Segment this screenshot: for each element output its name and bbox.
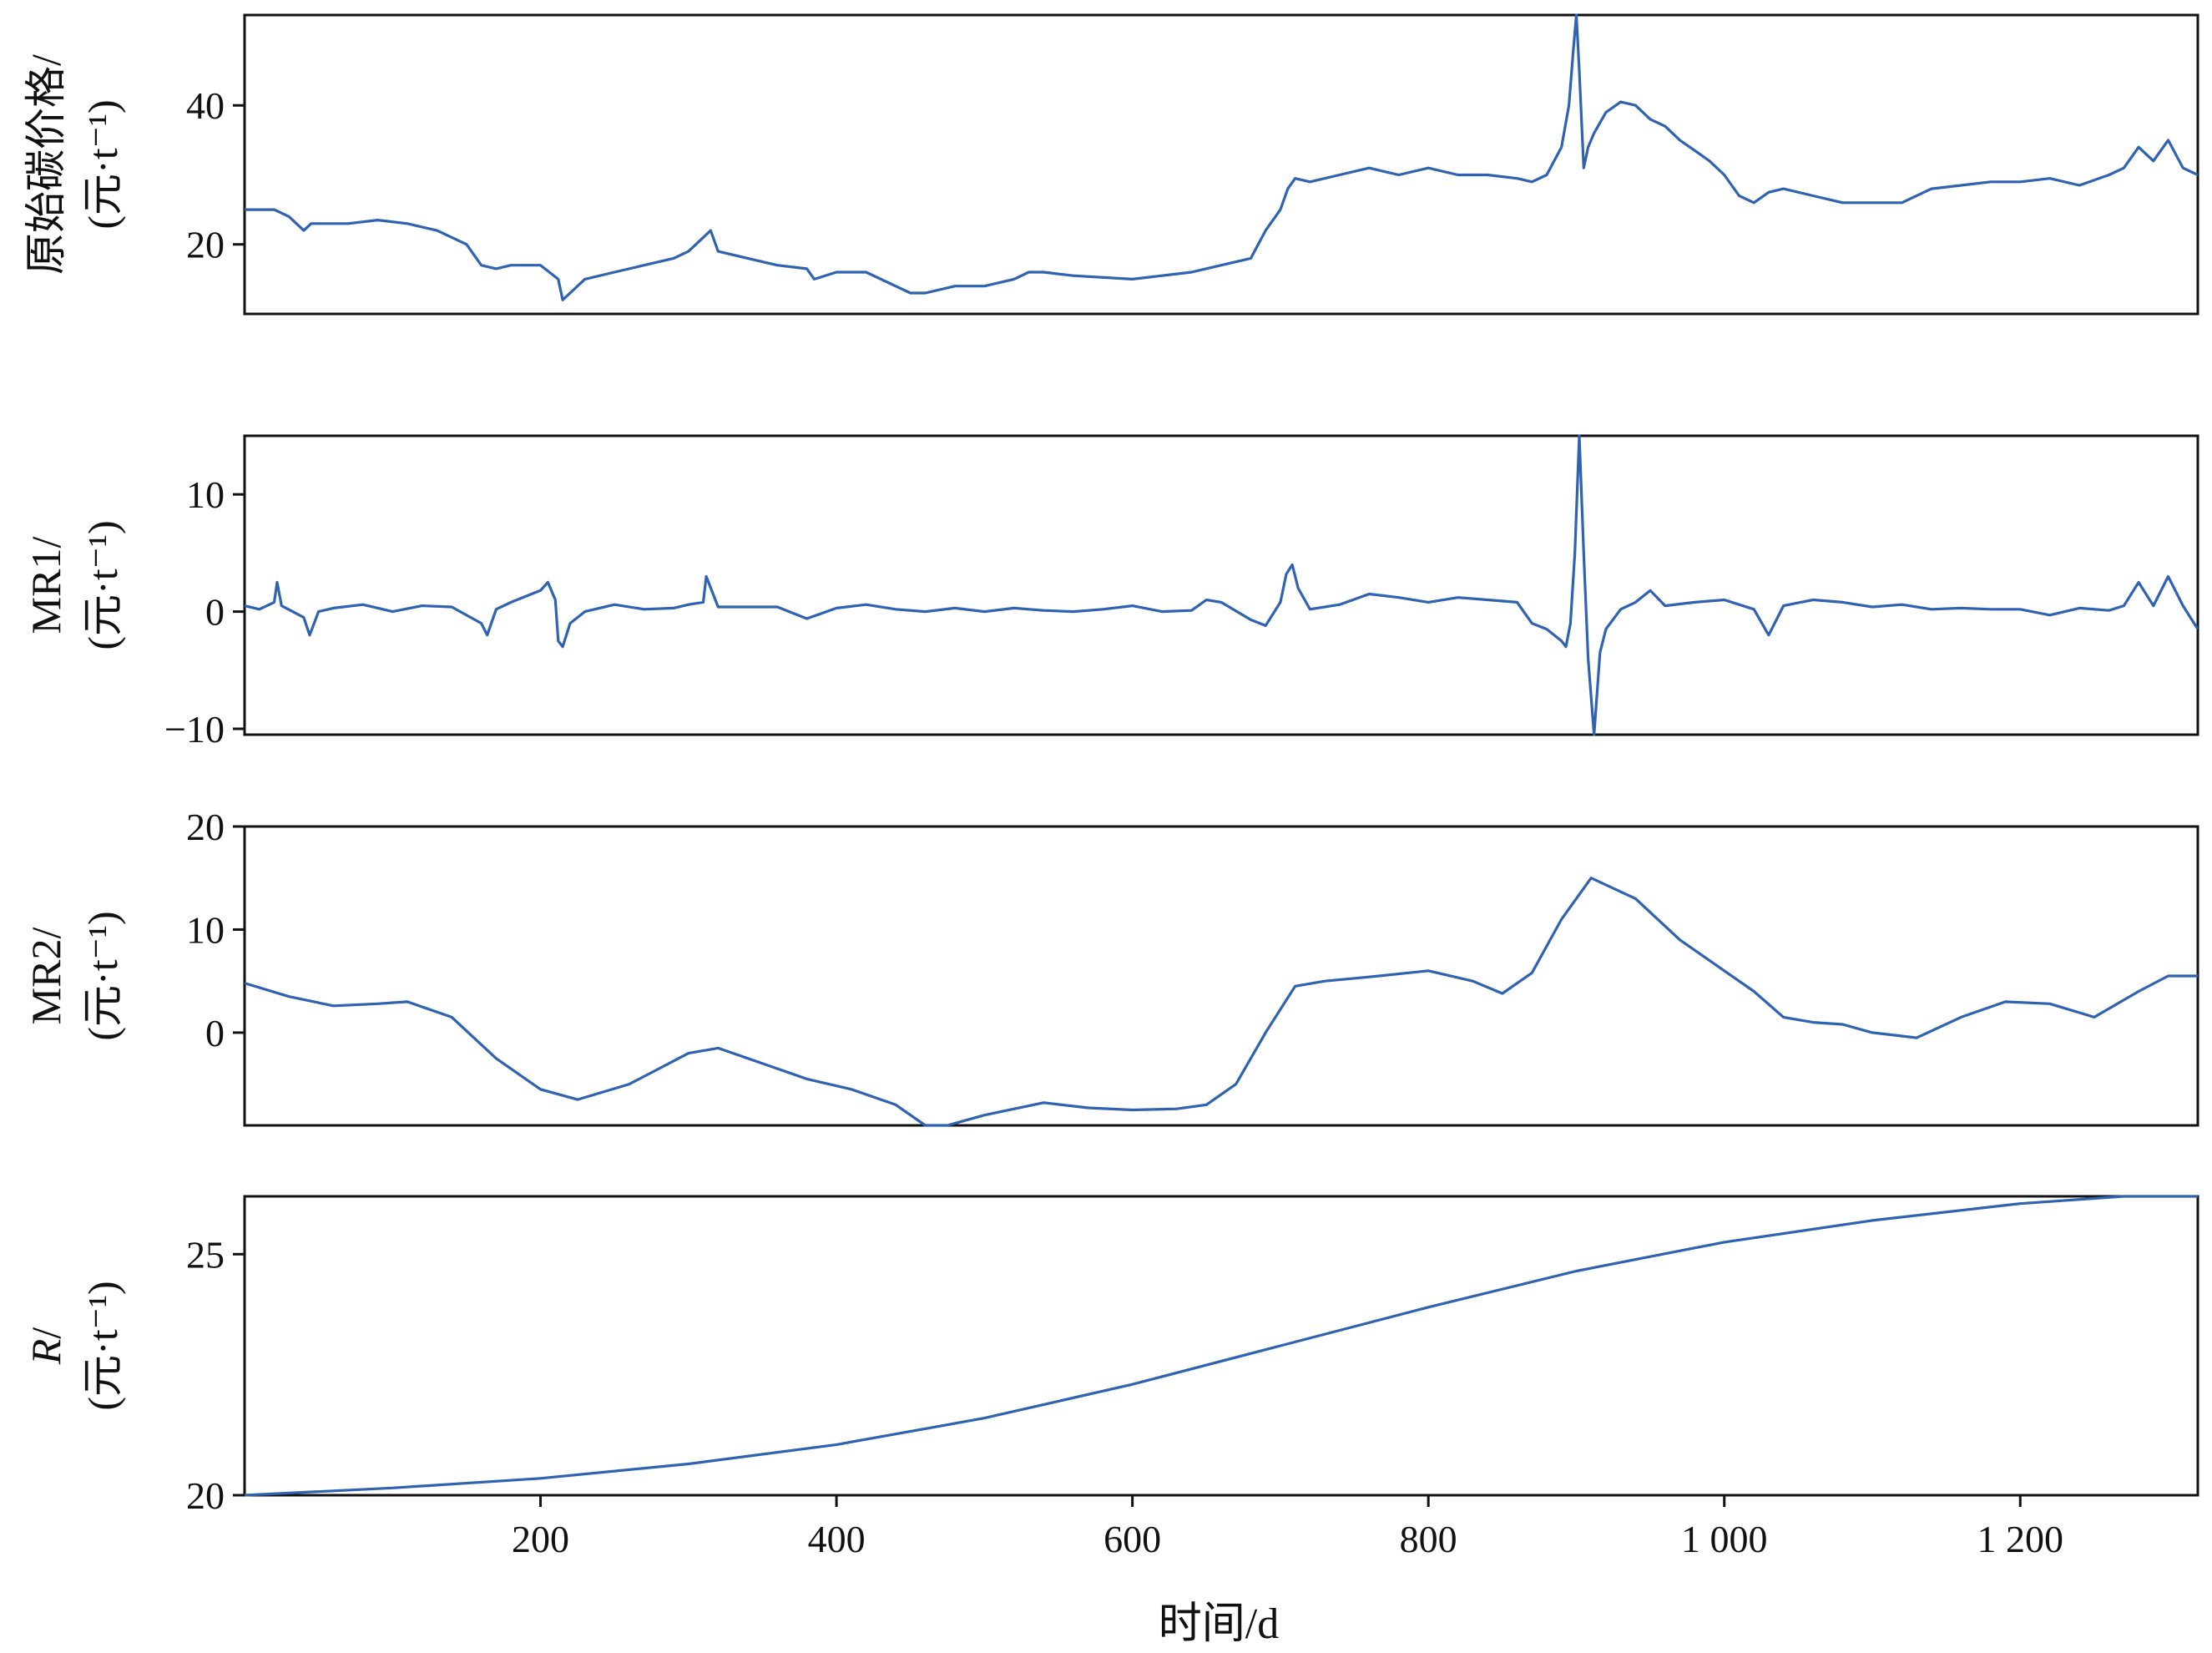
- chart-panels: 2040原始碳价格/(元·t⁻¹)−10010MR1/(元·t⁻¹)01020M…: [23, 13, 2199, 1560]
- panel-4: 20 25 R/ (元·t⁻¹) 200 400 600 800 1 000 1 200: [23, 1195, 2199, 1560]
- panel-frame: [243, 434, 2199, 736]
- x-axis-title: 时间/d: [1159, 1600, 1279, 1648]
- y-tick-label: 0: [205, 591, 225, 634]
- series-line: [245, 13, 2198, 301]
- panel-frame: [243, 13, 2199, 316]
- y-axis-title-line2: (元·t⁻¹): [79, 1281, 126, 1410]
- y-tick-label: 25: [186, 1233, 225, 1276]
- y-tick-label: 40: [186, 84, 225, 127]
- y-axis-title: R/ (元·t⁻¹): [23, 1281, 126, 1410]
- y-axis-title-line1: MR2/: [23, 928, 69, 1025]
- series-line: [245, 434, 2198, 736]
- panel-3: 0 10 20 MR2/(元·t⁻¹): [23, 806, 2199, 1127]
- y-axis-title-line1: MR1/: [23, 537, 69, 634]
- x-tick-label: 200: [512, 1518, 569, 1560]
- x-tick-label: 800: [1400, 1518, 1457, 1560]
- y-tick-label: 10: [186, 908, 225, 951]
- y-axis-title-line2: (元·t⁻¹): [79, 520, 126, 650]
- series-line: [245, 877, 2198, 1127]
- y-axis-title-line1: R/: [23, 1327, 69, 1366]
- panel-frame: [243, 1195, 2199, 1497]
- y-tick-label: 0: [205, 1012, 225, 1054]
- y-tick-label: −10: [164, 708, 225, 751]
- y-axis-title: MR1/(元·t⁻¹): [23, 520, 126, 650]
- y-axis-title-line2: (元·t⁻¹): [79, 99, 126, 229]
- x-tick-label: 400: [808, 1518, 866, 1560]
- y-tick-label: 20: [186, 806, 225, 848]
- y-tick-label: 10: [186, 473, 225, 516]
- x-tick-label: 600: [1103, 1518, 1161, 1560]
- y-tick-label: 20: [186, 224, 225, 266]
- series-line: [245, 1195, 2198, 1497]
- x-tick-label: 1 000: [1681, 1518, 1768, 1560]
- y-axis-title-line1: 原始碳价格/: [23, 54, 69, 275]
- y-tick-label: 20: [186, 1474, 225, 1517]
- panel-frame: [243, 825, 2199, 1127]
- y-axis-title: 原始碳价格/(元·t⁻¹): [23, 54, 126, 275]
- y-axis-title-line2: (元·t⁻¹): [79, 911, 126, 1040]
- panel-1: 20 40 原始碳价格/(元·t⁻¹): [23, 13, 2199, 316]
- x-tick-label: 1 200: [1977, 1518, 2064, 1560]
- y-axis-title: MR2/(元·t⁻¹): [23, 911, 126, 1040]
- panel-2: −10 0 10 MR1/(元·t⁻¹): [23, 434, 2199, 751]
